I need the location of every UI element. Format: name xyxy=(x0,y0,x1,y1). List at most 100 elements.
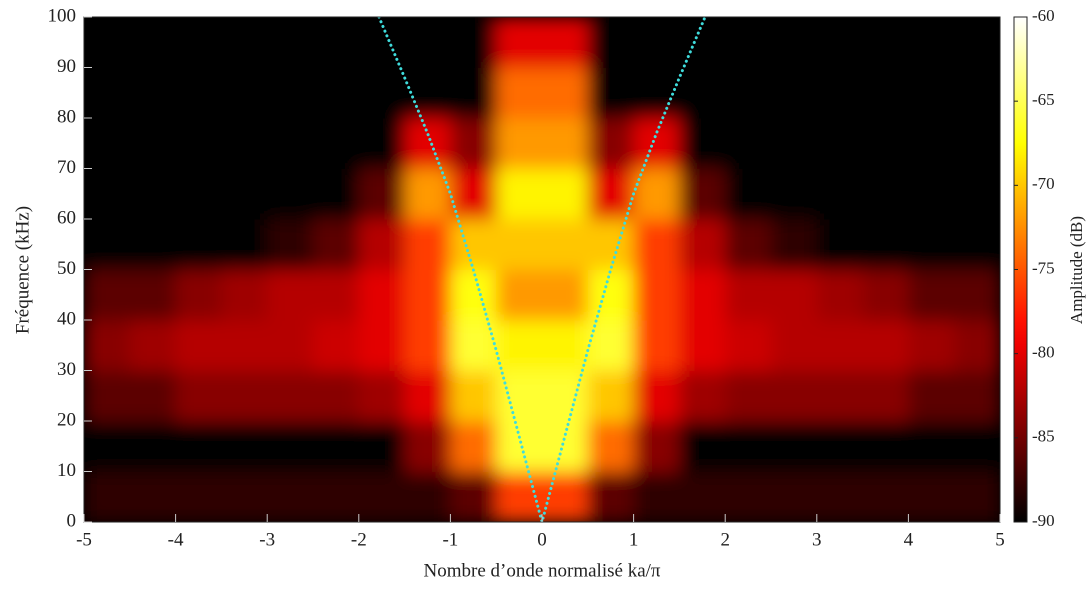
x-tick-label: -1 xyxy=(442,529,458,550)
heat-cell xyxy=(679,67,726,119)
heat-cell xyxy=(587,320,635,371)
heat-cell xyxy=(267,219,314,270)
heat-cell xyxy=(221,269,268,321)
y-tick-label: 70 xyxy=(57,157,76,178)
heat-cell xyxy=(862,421,909,472)
heat-cell xyxy=(267,67,314,119)
heat-cell xyxy=(679,269,726,321)
heat-cell xyxy=(313,17,360,68)
heat-cell xyxy=(587,168,635,220)
heat-cell xyxy=(771,17,818,68)
heat-cell xyxy=(404,269,451,321)
heat-cell xyxy=(725,320,772,371)
heat-cell xyxy=(954,471,1000,522)
heat-cell xyxy=(816,269,864,321)
heat-cell xyxy=(450,421,497,472)
heat-cell xyxy=(129,67,177,119)
heat-cell xyxy=(633,471,680,522)
heat-cell xyxy=(908,67,955,119)
heat-cell xyxy=(450,219,497,270)
x-axis-label: Nombre d’onde normalisé ka/π xyxy=(424,560,661,581)
heat-cell xyxy=(908,269,955,321)
heat-cell xyxy=(587,471,635,522)
heat-cell xyxy=(679,168,726,220)
heat-cell xyxy=(175,219,222,270)
heat-cell xyxy=(313,168,360,220)
heat-cell xyxy=(221,320,268,371)
heat-cell xyxy=(725,17,772,68)
heat-cell xyxy=(816,421,864,472)
heat-cell xyxy=(725,118,772,169)
y-tick-label: 100 xyxy=(48,5,77,26)
heat-cell xyxy=(679,370,726,422)
heat-cell xyxy=(725,269,772,321)
colorbar-tick-label: -65 xyxy=(1032,90,1055,109)
heat-cell xyxy=(954,269,1000,321)
heatmap-cells xyxy=(84,17,1000,522)
heat-cell xyxy=(908,118,955,169)
heat-cell xyxy=(908,17,955,68)
heat-cell xyxy=(496,168,543,220)
dispersion-curve xyxy=(377,17,707,522)
heat-cell xyxy=(404,421,451,472)
heat-cell xyxy=(908,471,955,522)
heat-cell xyxy=(450,269,497,321)
heat-cell xyxy=(542,471,589,522)
x-tick-label: 1 xyxy=(629,529,639,550)
heat-cell xyxy=(954,421,1000,472)
heat-cell xyxy=(587,269,635,321)
y-tick-label: 10 xyxy=(57,460,76,481)
heat-cell xyxy=(862,370,909,422)
heat-cell xyxy=(633,17,680,68)
heat-cell xyxy=(450,17,497,68)
heat-cell xyxy=(267,370,314,422)
heat-cell xyxy=(313,269,360,321)
x-tick-label: -4 xyxy=(168,529,184,550)
heat-cell xyxy=(725,67,772,119)
heat-cell xyxy=(862,219,909,270)
heat-cell xyxy=(908,421,955,472)
heat-cell xyxy=(358,269,406,321)
heat-cell xyxy=(816,471,864,522)
heat-cell xyxy=(84,370,131,422)
heat-cell xyxy=(84,421,131,472)
heat-cell xyxy=(129,17,177,68)
heat-cell xyxy=(633,421,680,472)
colorbar-tick-label: -70 xyxy=(1032,174,1055,193)
heat-cell xyxy=(542,269,589,321)
heat-cell xyxy=(84,67,131,119)
heat-cell xyxy=(129,370,177,422)
heat-cell xyxy=(771,168,818,220)
heat-cell xyxy=(816,67,864,119)
heat-cell xyxy=(175,67,222,119)
x-tick-label: 5 xyxy=(995,529,1005,550)
heat-cell xyxy=(358,118,406,169)
heat-cell xyxy=(679,471,726,522)
heat-cell xyxy=(496,320,543,371)
colorbar-tick-label: -60 xyxy=(1032,6,1055,25)
heat-cell xyxy=(954,320,1000,371)
heat-cell xyxy=(862,17,909,68)
heat-cell xyxy=(725,370,772,422)
heat-cell xyxy=(84,269,131,321)
heat-cell xyxy=(129,421,177,472)
heat-cell xyxy=(542,67,589,119)
x-tick-label: 2 xyxy=(720,529,730,550)
heat-cell xyxy=(175,370,222,422)
heat-cell xyxy=(542,421,589,472)
heat-cell xyxy=(267,269,314,321)
heat-cell xyxy=(725,421,772,472)
heat-cell xyxy=(816,320,864,371)
heat-cell xyxy=(358,421,406,472)
heat-cell xyxy=(450,370,497,422)
heat-cell xyxy=(450,118,497,169)
x-tick-label: -5 xyxy=(76,529,92,550)
heat-cell xyxy=(679,421,726,472)
y-tick-label: 50 xyxy=(57,258,76,279)
heatmap xyxy=(84,17,1000,522)
heat-cell xyxy=(129,269,177,321)
heat-cell xyxy=(313,118,360,169)
x-tick-label: 3 xyxy=(812,529,822,550)
heat-cell xyxy=(954,370,1000,422)
heat-cell xyxy=(404,219,451,270)
